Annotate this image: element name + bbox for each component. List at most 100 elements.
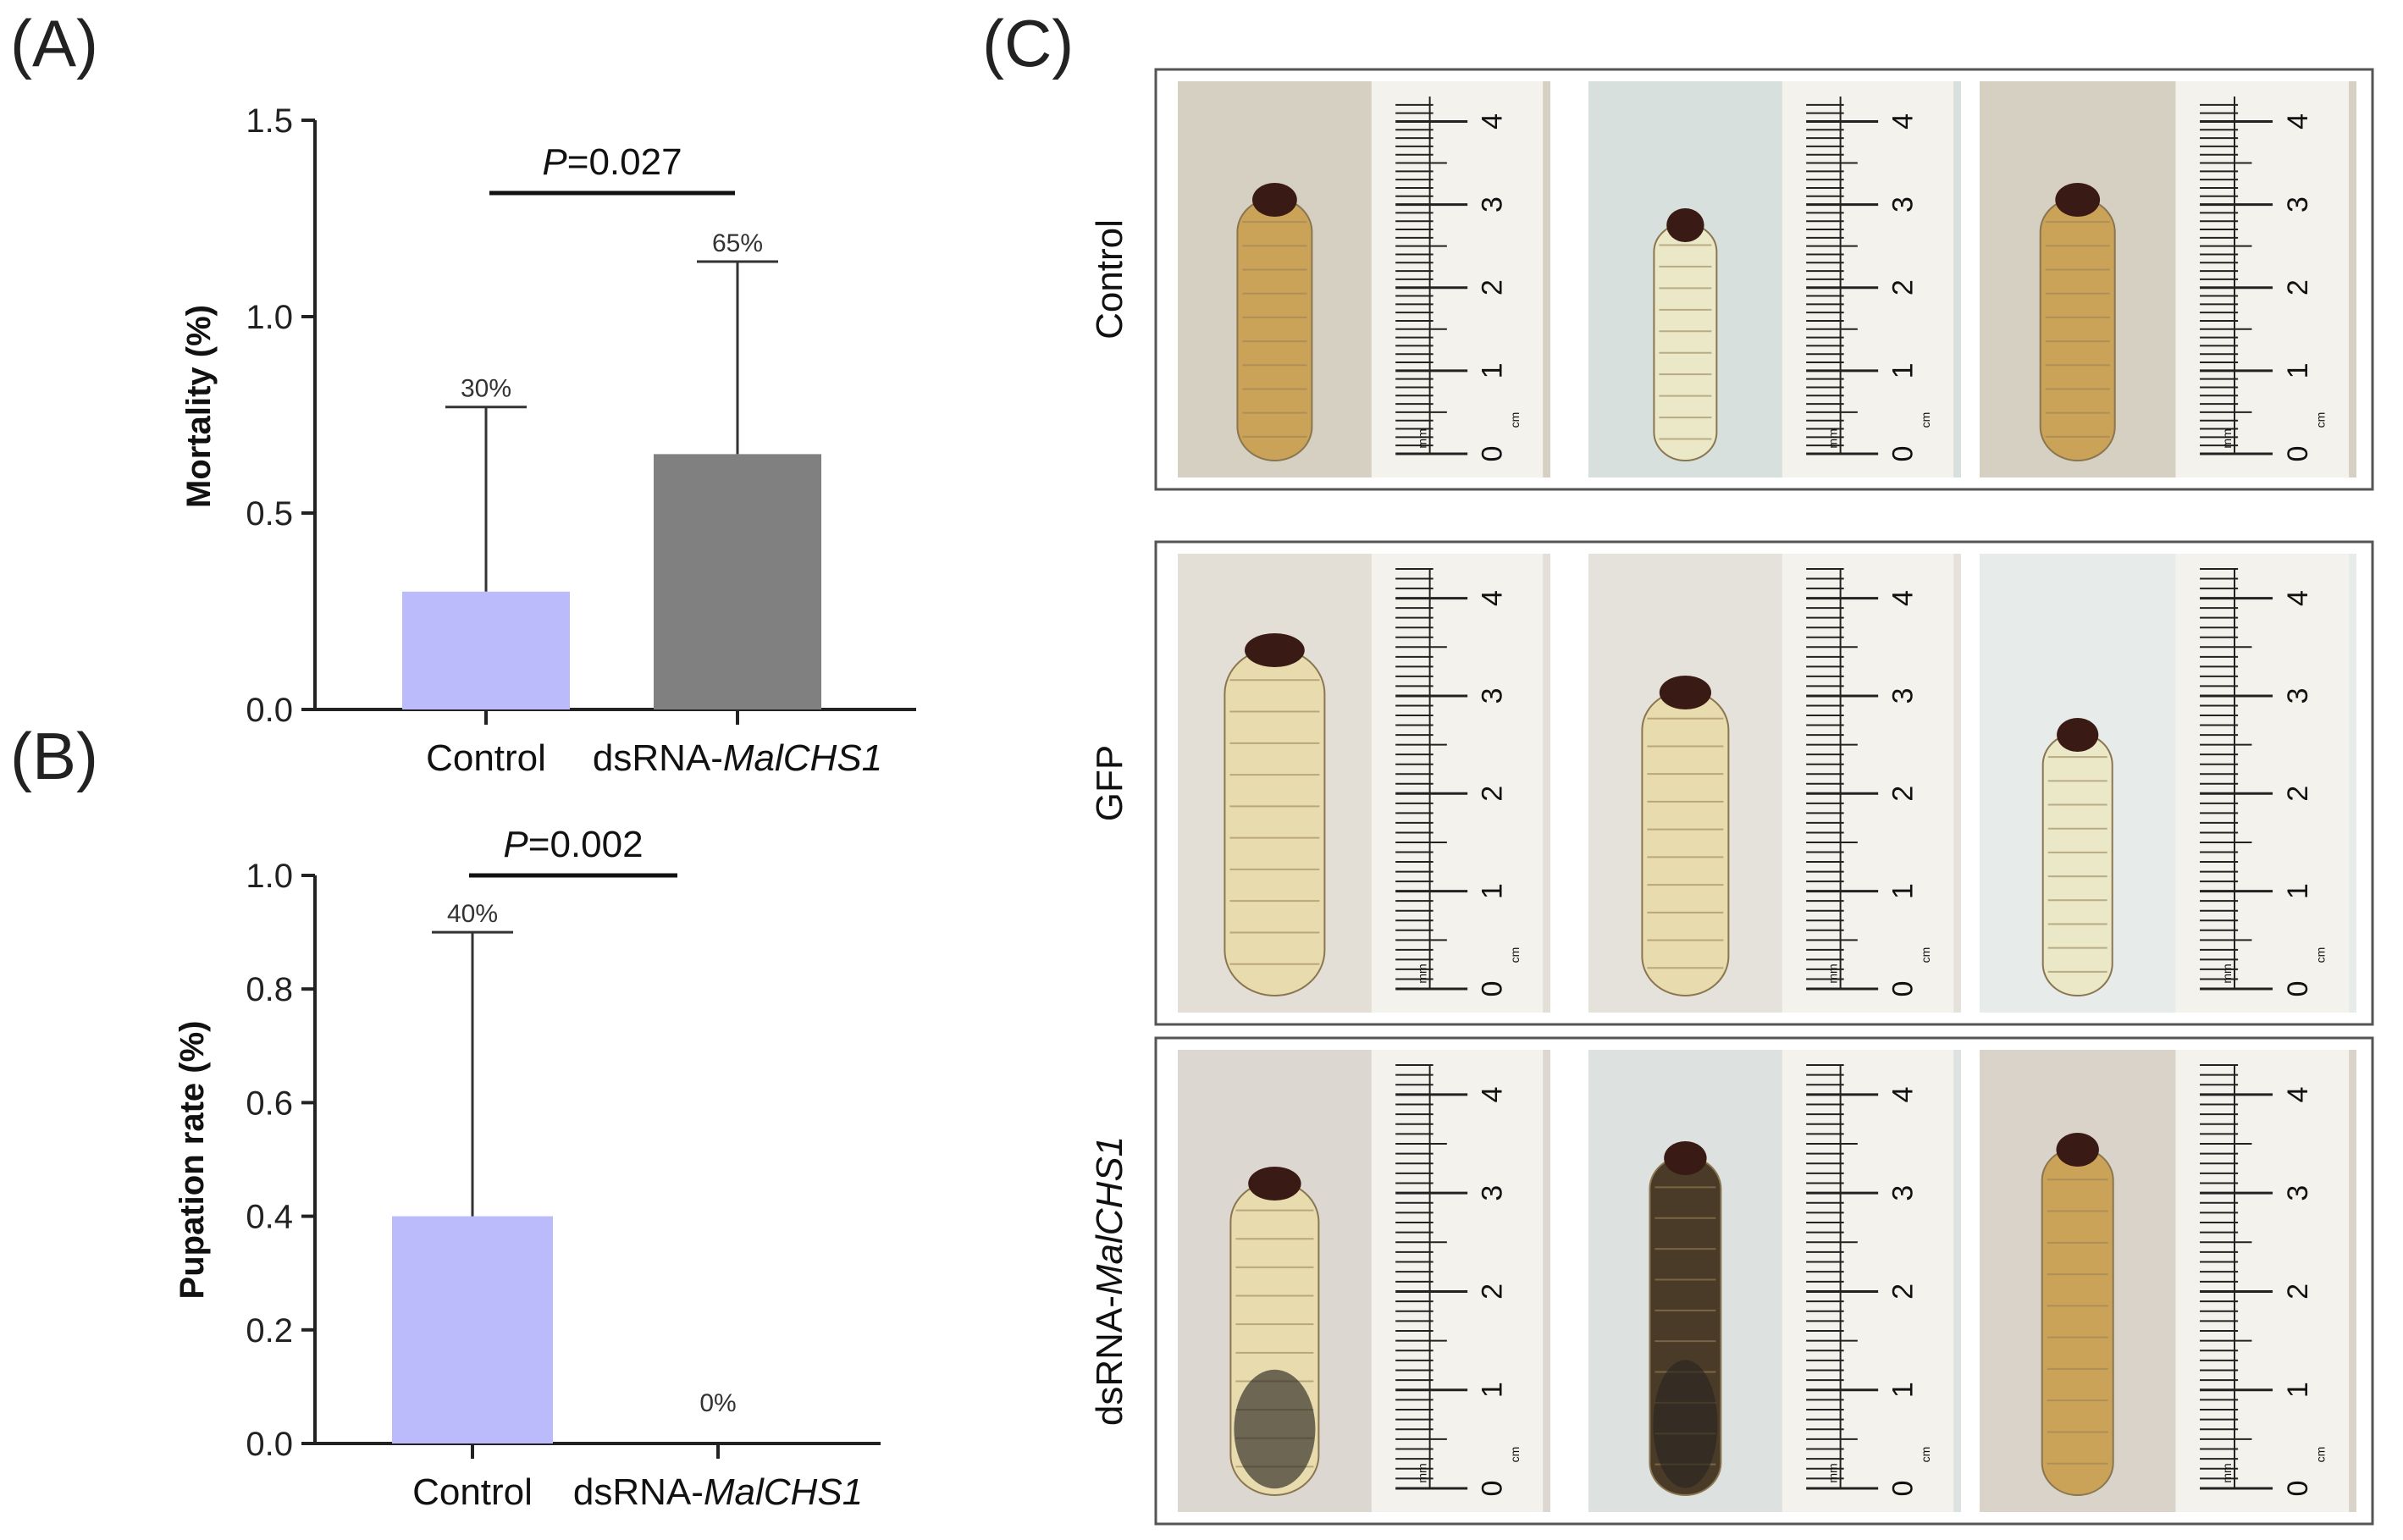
ruler-number: 1	[2282, 883, 2314, 899]
ruler-cm-label: cm	[1919, 1447, 1932, 1463]
value-label: 0%	[699, 1389, 736, 1417]
photo-row-frame	[1154, 540, 2374, 1026]
category-label: Control	[426, 737, 546, 779]
chart-b-bars: 40% 0%	[392, 900, 737, 1443]
larva-photo: 0 1 2 3 4 mm cm	[1980, 81, 2356, 477]
ruler-cm-label: cm	[1508, 412, 1522, 428]
chart-a-significance: P=0.027	[489, 141, 735, 196]
ruler-number: 1	[1477, 883, 1509, 899]
ruler-mm-label: mm	[1826, 1463, 1840, 1482]
bar	[654, 454, 821, 709]
larva-head	[2057, 718, 2099, 752]
ruler-number: 4	[1887, 113, 1920, 130]
ruler-mm-label: mm	[1416, 1463, 1429, 1482]
bar	[402, 591, 570, 709]
ruler-number: 0	[1887, 981, 1920, 997]
category-label: dsRNA-MalCHS1	[593, 737, 882, 779]
y-tick-label: 0.0	[246, 692, 293, 729]
ruler-cm-label: cm	[1508, 947, 1522, 963]
ruler-number: 3	[1477, 1185, 1509, 1201]
chart-a-ylabel: Mortality (%)	[180, 305, 218, 508]
ruler-number: 2	[2282, 1283, 2314, 1300]
ruler-number: 0	[1477, 446, 1509, 462]
ruler-number: 2	[1887, 279, 1920, 295]
ruler-number: 4	[1477, 1086, 1509, 1102]
ruler-number: 2	[1477, 786, 1509, 802]
ruler-number: 2	[1477, 1283, 1509, 1300]
panel-letter-c: (C)	[982, 6, 1074, 80]
larva-necrosis	[1653, 1360, 1718, 1488]
ruler-mm-label: mm	[2220, 963, 2234, 983]
chart-a-mortality: Mortality (%) 0.0 0.5 1.0 1.5 30% 65% P=0.02…	[180, 102, 916, 779]
ruler-mm-label: mm	[2220, 428, 2234, 448]
larva-head	[1666, 208, 1704, 242]
larva-head	[1245, 633, 1305, 667]
y-tick-label: 0.5	[246, 495, 293, 533]
panel-letter-a: (A)	[10, 6, 98, 80]
ruler-number: 1	[1887, 362, 1920, 378]
larva-head	[2055, 183, 2101, 217]
row-label: dsRNA-MalCHS1	[1089, 1136, 1130, 1426]
chart-b-significance: P=0.002	[469, 824, 677, 878]
larva-body	[1653, 223, 1718, 461]
ruler-cm-label: cm	[2313, 1447, 2327, 1463]
larva-photo: 0 1 2 3 4 mm cm	[1588, 81, 1961, 477]
ruler-number: 2	[2282, 279, 2314, 295]
y-tick-label: 0.0	[246, 1426, 293, 1463]
ruler-number: 0	[1887, 446, 1920, 462]
p-value-label: P=0.002	[503, 824, 643, 865]
ruler-cm-label: cm	[1919, 947, 1932, 963]
row-label: Control	[1089, 219, 1130, 339]
chart-b-pupation: Pupation rate (%) 0.0 0.2 0.4 0.6 0.8 1.0 40%…	[174, 824, 881, 1513]
y-tick-label: 1.5	[246, 102, 293, 140]
ruler-number: 3	[2282, 1185, 2314, 1201]
ruler-cm-label: cm	[1919, 412, 1932, 428]
value-label: 65%	[712, 229, 763, 257]
larva-head	[1664, 1141, 1707, 1175]
larva-head	[1248, 1167, 1301, 1201]
ruler-number: 1	[2282, 362, 2314, 378]
ruler-number: 2	[1477, 279, 1509, 295]
larva-photo: 0 1 2 3 4 mm cm	[1588, 1050, 1961, 1512]
p-value-label: P=0.027	[542, 141, 682, 183]
ruler-mm-label: mm	[1416, 428, 1429, 448]
ruler-number: 0	[1477, 1481, 1509, 1497]
ruler-number: 2	[2282, 786, 2314, 802]
y-tick-label: 1.0	[246, 299, 293, 336]
ruler-number: 4	[1887, 1086, 1920, 1102]
ruler-number: 4	[2282, 590, 2314, 606]
ruler-number: 0	[2282, 1481, 2314, 1497]
larva-body	[2039, 197, 2116, 461]
photo-row-frame	[1154, 1036, 2374, 1526]
ruler-mm-label: mm	[1826, 428, 1840, 448]
value-label: 40%	[447, 900, 498, 928]
category-label: dsRNA-MalCHS1	[573, 1471, 863, 1513]
ruler-number: 4	[2282, 113, 2314, 130]
ruler-number: 4	[2282, 1086, 2314, 1102]
ruler-number: 3	[1477, 687, 1509, 704]
ruler-cm-label: cm	[2313, 412, 2327, 428]
ruler-number: 3	[1887, 196, 1920, 213]
y-tick-label: 1.0	[246, 858, 293, 895]
ruler-number: 0	[1477, 981, 1509, 997]
larva-photo: 0 1 2 3 4 mm cm	[1178, 1050, 1550, 1512]
chart-b-xaxis: Control dsRNA-MalCHS1	[412, 1443, 863, 1513]
ruler-number: 1	[1887, 883, 1920, 899]
y-tick-label: 0.2	[246, 1312, 293, 1350]
ruler-number: 0	[2282, 981, 2314, 997]
ruler-number: 4	[1477, 590, 1509, 606]
larva-body	[2041, 732, 2113, 996]
ruler-mm-label: mm	[2220, 1463, 2234, 1482]
ruler-number: 2	[1887, 786, 1920, 802]
larva-body	[2041, 1147, 2114, 1496]
panel-letter-b: (B)	[10, 719, 98, 793]
ruler-cm-label: cm	[1508, 1447, 1522, 1463]
chart-a-xaxis: Control dsRNA-MalCHS1	[426, 709, 882, 779]
ruler-number: 3	[2282, 687, 2314, 704]
ruler-number: 3	[1887, 687, 1920, 704]
photo-grid: Control 0 1 2 3 4 mm cm 0 1 2 3 4 mm cm 0 1 2 3 4 mm cm GFP 0 1 2…	[1089, 68, 2374, 1526]
ruler-number: 0	[1887, 1481, 1920, 1497]
ruler-number: 3	[1887, 1185, 1920, 1201]
ruler-mm-label: mm	[1826, 963, 1840, 983]
